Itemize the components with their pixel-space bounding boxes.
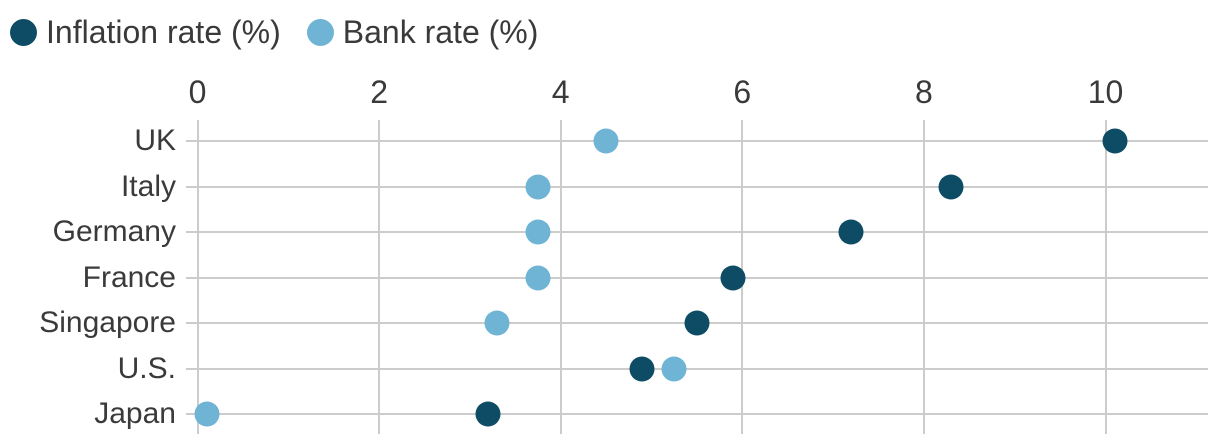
category-label-uk: UK [134,124,176,157]
bank-rate-dot-us [661,356,687,381]
x-tick-label: 0 [188,74,207,110]
inflation-rate-dot-japan [475,401,501,427]
bank-rate-dot-italy [525,174,551,199]
bank-rate-dot-germany [525,219,551,245]
inflation-rate-dot-germany [838,219,864,245]
chart-legend: Inflation rate (%) Bank rate (%) [10,16,538,48]
inflation-rate-dot-france [720,265,746,290]
inflation-rate-dot-us [629,356,655,381]
bank-rate-dot-uk [593,128,619,154]
category-gridline [186,276,1208,279]
category-label-japan: Japan [94,397,176,430]
inflation-rate-dot-italy [938,174,964,199]
category-gridline [186,185,1208,188]
bank-rate-dot-japan [194,401,220,427]
category-gridline [186,140,1208,142]
bank-rate-dot-france [525,265,551,290]
legend-item-bank-rate: Bank rate (%) [306,14,539,50]
legend-item-inflation-rate: Inflation rate (%) [10,16,281,48]
bank-rate-swatch-icon [306,18,334,46]
category-label-us: U.S. [117,351,176,385]
category-label-italy: Italy [120,169,176,203]
inflation-rate-dot-uk [1102,128,1128,154]
x-tick-label: 8 [914,74,933,110]
inflation-rate-swatch-icon [10,18,37,46]
category-label-germany: Germany [52,215,176,248]
inflation-rate-dot-singapore [684,310,710,336]
x-tick-label: 6 [733,74,752,110]
category-label-france: France [82,260,176,294]
category-gridline [186,413,1208,415]
x-tick-label: 4 [551,74,570,110]
legend-label-bank-rate: Bank rate (%) [342,14,539,50]
category-gridline [186,367,1208,370]
x-tick-label: 2 [370,74,388,110]
legend-label-inflation-rate: Inflation rate (%) [46,14,281,50]
category-gridline [186,231,1208,233]
bank-rate-dot-singapore [484,310,510,336]
category-label-singapore: Singapore [39,306,176,339]
x-tick-label: 10 [1087,74,1124,110]
